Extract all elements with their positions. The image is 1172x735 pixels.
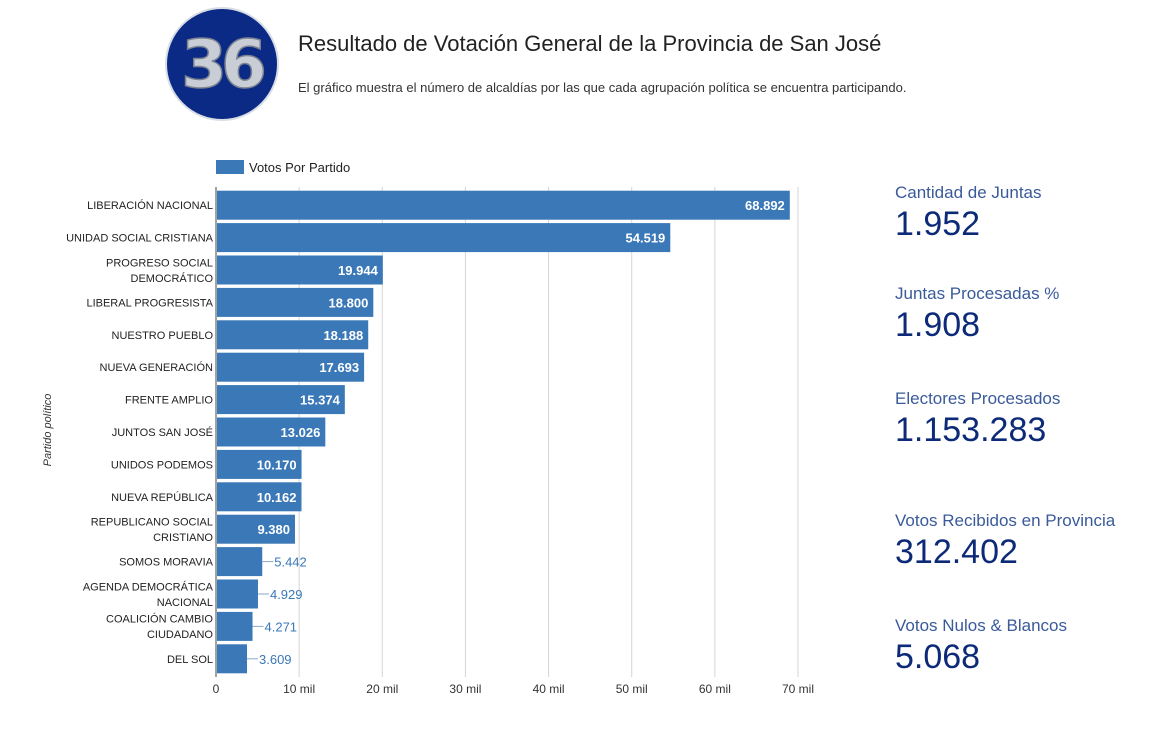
x-tick-label: 40 mil: [533, 682, 565, 696]
stat-label: Votos Nulos & Blancos: [895, 616, 1067, 635]
bar[interactable]: [217, 514, 295, 544]
bar[interactable]: [217, 190, 790, 220]
page-subtitle: El gráfico muestra el número de alcaldía…: [298, 80, 907, 95]
stat-label: Juntas Procesadas %: [895, 284, 1060, 303]
x-tick-label: 70 mil: [782, 682, 814, 696]
stat-label: Cantidad de Juntas: [895, 183, 1042, 202]
bar[interactable]: [217, 579, 258, 609]
bars: 68.892 54.519 19.944 18.800 18.188 17.693 15.3…: [217, 190, 790, 674]
bar[interactable]: [217, 611, 253, 641]
bar-value-label: 15.374: [300, 393, 341, 408]
category-label: UNIDOS PODEMOS: [111, 459, 213, 471]
bar-value-label: 9.380: [257, 522, 290, 537]
x-tick-label: 50 mil: [616, 682, 648, 696]
stat-block: Juntas Procesadas % 1.908: [895, 284, 1059, 345]
bar-value-label: 17.693: [319, 360, 359, 375]
bar-value-label: 10.162: [257, 490, 297, 505]
bar-value-label: 3.609: [259, 652, 292, 667]
legend-label[interactable]: Votos Por Partido: [249, 160, 350, 175]
stat-block: Electores Procesados 1.153.283: [895, 389, 1060, 450]
bar-value-label: 13.026: [281, 425, 321, 440]
x-tick-label: 20 mil: [366, 682, 398, 696]
category-label: DEL SOL: [167, 654, 213, 666]
bar[interactable]: [217, 320, 369, 350]
x-tick-label: 30 mil: [449, 682, 481, 696]
bar-value-label: 18.188: [323, 328, 363, 343]
bar[interactable]: [217, 547, 263, 577]
category-label: UNIDAD SOCIAL CRISTIANA: [66, 233, 214, 245]
bar[interactable]: [217, 223, 671, 253]
category-label: NUEVA GENERACIÓN: [100, 361, 214, 374]
category-label: NUEVA REPÚBLICA: [111, 491, 214, 504]
category-label: LIBERACIÓN NACIONAL: [87, 199, 213, 212]
category-label: JUNTOS SAN JOSÉ: [112, 426, 213, 439]
category-label: NUESTRO PUEBLO: [112, 330, 214, 342]
category-label: SOMOS MORAVIA: [119, 557, 214, 569]
legend-swatch: [216, 160, 244, 174]
bar[interactable]: [217, 417, 326, 447]
category-label: LIBERAL PROGRESISTA: [86, 297, 213, 309]
page-title: Resultado de Votación General de la Prov…: [298, 31, 882, 56]
bar-value-label: 18.800: [329, 295, 369, 310]
y-axis-title: Partido político: [42, 394, 54, 467]
category-label: AGENDA DEMOCRÁTICA NACIONAL: [83, 580, 214, 609]
channel-36-logo: 36: [164, 6, 280, 122]
stat-value: 1.908: [895, 306, 981, 344]
bar[interactable]: [217, 287, 374, 317]
bar-value-label: 19.944: [338, 263, 379, 278]
stat-value: 1.952: [895, 205, 981, 243]
bar-value-label: 54.519: [626, 231, 666, 246]
bar[interactable]: [217, 449, 302, 479]
x-tick-label: 10 mil: [283, 682, 315, 696]
bar[interactable]: [217, 255, 383, 285]
stat-value: 312.402: [895, 533, 1018, 571]
stat-label: Electores Procesados: [895, 389, 1061, 408]
logo-text: 36: [181, 26, 264, 103]
bar[interactable]: [217, 644, 248, 674]
bar-value-label: 4.271: [265, 619, 298, 634]
category-label: COALICIÓN CAMBIO CIUDADANO: [106, 613, 213, 642]
bar-value-label: 5.442: [274, 555, 307, 570]
stat-block: Cantidad de Juntas 1.952: [895, 183, 1042, 244]
bar-value-label: 10.170: [257, 457, 297, 472]
stat-block: Votos Recibidos en Provincia 312.402: [895, 511, 1115, 572]
category-label: REPUBLICANO SOCIAL CRISTIANO: [91, 516, 214, 544]
stat-value: 5.068: [895, 638, 981, 676]
stat-block: Votos Nulos & Blancos 5.068: [895, 616, 1067, 677]
bar[interactable]: [217, 482, 302, 512]
bar-value-label: 4.929: [270, 587, 303, 602]
bar-value-label: 68.892: [745, 198, 785, 213]
stat-value: 1.153.283: [895, 411, 1047, 449]
category-label: PROGRESO SOCIAL DEMOCRÁTICO: [106, 257, 213, 285]
category-label: FRENTE AMPLIO: [125, 395, 213, 407]
x-tick-labels: 0 10 mil 20 mil 30 mil 40 mil 50 mil 60 mil 70 …: [213, 682, 814, 696]
bar[interactable]: [217, 385, 345, 415]
stat-label: Votos Recibidos en Provincia: [895, 511, 1116, 530]
bar[interactable]: [217, 352, 365, 382]
bar-chart: 68.892 54.519 19.944 18.800 18.188 17.693 15.3…: [42, 160, 814, 696]
x-tick-label: 0: [213, 682, 220, 696]
category-labels: LIBERACIÓN NACIONAL UNIDAD SOCIAL CRISTIA…: [66, 199, 214, 666]
x-tick-label: 60 mil: [699, 682, 731, 696]
